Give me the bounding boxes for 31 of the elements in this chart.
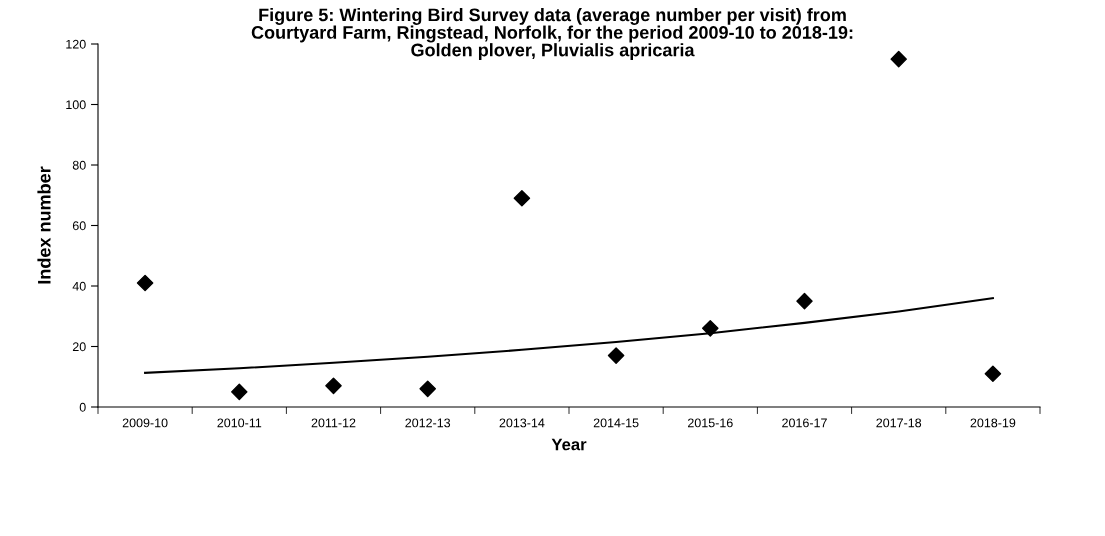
x-tick-label: 2013-14	[499, 418, 545, 428]
y-tick-label: 100	[66, 100, 86, 110]
y-axis-title: Index number	[37, 166, 51, 284]
x-tick-label: 2018-19	[970, 418, 1016, 428]
y-tick-label: 60	[72, 221, 86, 231]
y-tick-label: 40	[72, 281, 86, 291]
x-tick-label: 2016-17	[782, 418, 827, 428]
x-tick-label: 2009-10	[122, 418, 168, 428]
point	[984, 365, 1002, 383]
chart-title: Figure 5: Wintering Bird Survey data (average number per visit) from Courtyard Farm, Ringstead, Norfolk, for the period 2009-10 to 2018-19: Golden plover, Pluvialis apricaria	[251, 8, 853, 60]
point	[419, 380, 437, 398]
y-tick-label: 80	[72, 160, 86, 170]
point	[890, 50, 908, 68]
y-tick-label: 0	[79, 402, 86, 412]
point	[136, 274, 154, 292]
point	[230, 383, 248, 401]
y-tick-label: 20	[72, 342, 86, 352]
x-tick-label: 2012-13	[405, 418, 451, 428]
x-tick-label: 2014-15	[593, 418, 639, 428]
x-tick-label: 2017-18	[876, 418, 922, 428]
line-series	[144, 297, 994, 374]
point	[607, 347, 625, 364]
x-tick-label: 2015-16	[687, 418, 733, 428]
point	[796, 292, 813, 310]
point	[513, 189, 531, 207]
x-tick-label: 2010-11	[217, 418, 262, 428]
point	[325, 377, 342, 395]
x-tick-label: 2011-12	[311, 418, 356, 428]
point	[701, 320, 719, 337]
y-tick-label: 120	[66, 39, 86, 49]
x-axis-title: Year	[551, 438, 587, 451]
